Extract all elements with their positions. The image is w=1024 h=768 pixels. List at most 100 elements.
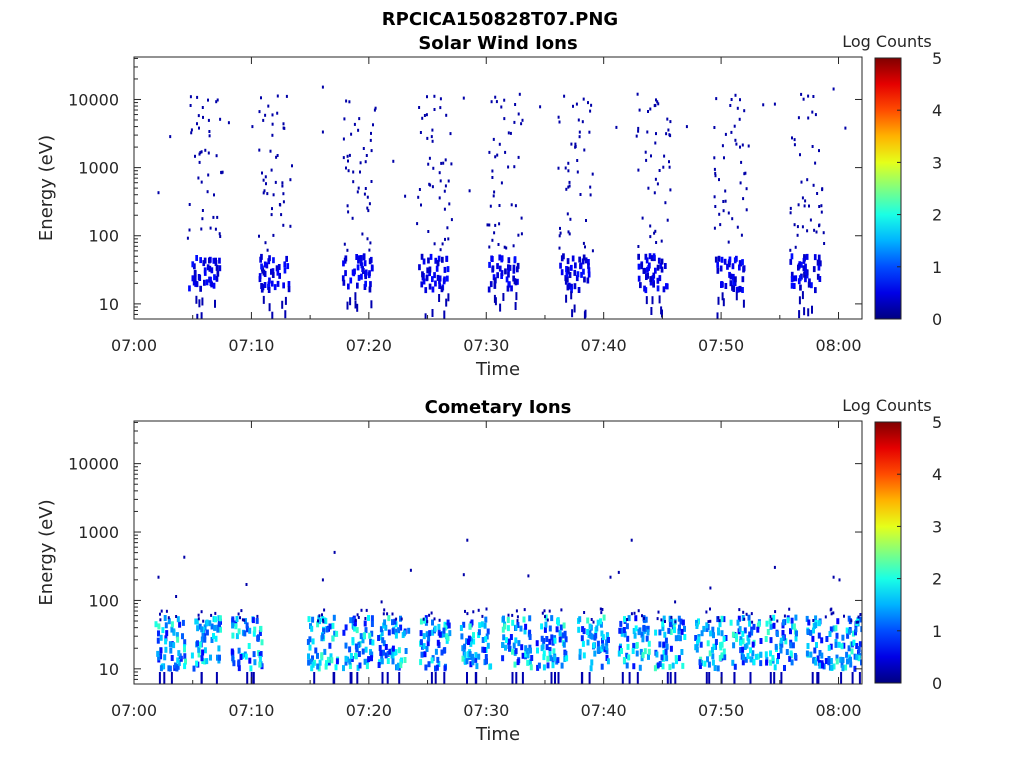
- spectrogram-cell: [357, 641, 361, 648]
- count-dot: [668, 160, 670, 164]
- count-dot: [654, 177, 657, 181]
- spectrogram-cell: [260, 263, 263, 270]
- count-dot: [714, 174, 717, 178]
- spectrogram-cell: [358, 662, 362, 669]
- spectrogram-cell: [218, 265, 222, 272]
- count-dot: [646, 130, 649, 134]
- count-dot: [256, 614, 259, 618]
- count-dot: [799, 153, 801, 157]
- count-dot: [665, 132, 668, 136]
- spectrogram-cell: [349, 277, 353, 284]
- count-dot: [466, 672, 468, 684]
- count-dot: [649, 107, 652, 111]
- count-dot: [568, 180, 571, 184]
- count-dot: [190, 128, 193, 132]
- spectrogram-cell: [178, 653, 182, 660]
- count-dot: [159, 618, 162, 622]
- count-dot: [343, 242, 346, 246]
- spectrogram-cell: [181, 633, 184, 640]
- spectrogram-cell: [276, 269, 280, 276]
- spectrogram-cell: [729, 619, 733, 626]
- spectrogram-cell: [407, 627, 411, 634]
- spectrogram-cell: [734, 276, 737, 283]
- count-dot: [514, 302, 517, 310]
- spectrogram-cell: [383, 619, 387, 626]
- spectrogram-cell: [661, 663, 665, 670]
- spectrogram-cell: [348, 646, 352, 653]
- spectrogram-cell: [521, 652, 525, 659]
- spectrogram-cell: [230, 648, 234, 655]
- spectrogram-cell: [816, 259, 820, 266]
- spectrogram-cell: [422, 278, 426, 285]
- count-dot: [357, 128, 360, 132]
- panel-title: Cometary Ions: [425, 397, 572, 418]
- count-dot: [730, 130, 733, 134]
- spectrogram-cell: [170, 626, 174, 633]
- spectrogram-cell: [718, 621, 722, 628]
- count-dot: [200, 227, 203, 231]
- spectrogram-cell: [620, 648, 623, 654]
- count-dot: [564, 166, 567, 170]
- count-dot: [807, 116, 810, 120]
- count-dot: [591, 249, 594, 253]
- spectrogram-cell: [816, 273, 820, 280]
- count-dot: [662, 165, 665, 169]
- count-dot: [270, 213, 273, 217]
- spectrogram-cell: [822, 663, 826, 670]
- count-dot: [720, 672, 723, 684]
- spectrogram-cell: [231, 616, 235, 623]
- spectrogram-cell: [420, 253, 424, 260]
- spectrogram-cell: [854, 626, 858, 633]
- count-dot: [657, 610, 660, 614]
- spectrogram-cell: [661, 620, 665, 627]
- count-dot: [386, 612, 389, 616]
- spectrogram-cell: [330, 657, 334, 664]
- spectrogram-cell: [827, 656, 831, 662]
- spectrogram-cell: [745, 642, 749, 649]
- spectrogram-cell: [743, 644, 747, 650]
- spectrogram-cell: [282, 282, 285, 289]
- count-dot: [523, 608, 526, 612]
- count-dot: [568, 232, 571, 236]
- count-dot: [363, 192, 366, 196]
- spectrogram-cell: [434, 280, 437, 287]
- count-dot: [801, 225, 804, 229]
- spectrogram-cell: [483, 647, 487, 653]
- spectrogram-cell: [662, 641, 666, 648]
- spectrogram-cell: [526, 652, 530, 659]
- spectrogram-cell: [334, 664, 338, 671]
- count-dot: [444, 237, 446, 241]
- spectrogram-cell: [768, 618, 772, 625]
- spectrogram-cell: [258, 630, 262, 636]
- spectrogram-cell: [728, 256, 732, 263]
- spectrogram-cell: [556, 618, 559, 625]
- spectrogram-cell: [393, 618, 397, 625]
- count-dot: [722, 209, 725, 213]
- spectrogram-cell: [164, 622, 168, 629]
- spectrogram-cell: [649, 276, 652, 283]
- spectrogram-cell: [696, 639, 699, 646]
- count-dot: [507, 131, 510, 135]
- scatter-point: [521, 118, 524, 122]
- spectrogram-cell: [790, 617, 794, 624]
- spectrogram-cell: [860, 659, 862, 666]
- spectrogram-cell: [190, 652, 194, 659]
- count-dot: [428, 156, 431, 160]
- count-dot: [365, 608, 368, 612]
- spectrogram-cell: [766, 629, 770, 635]
- spectrogram-cell: [427, 635, 431, 642]
- spectrogram-cell: [645, 274, 648, 280]
- spectrogram-cell: [741, 259, 744, 266]
- spectrogram-cell: [161, 627, 165, 634]
- scatter-point: [685, 125, 688, 129]
- spectrogram-cell: [516, 278, 519, 285]
- count-dot: [492, 194, 495, 198]
- spectrogram-cell: [662, 286, 666, 293]
- spectrogram-cell: [159, 634, 163, 641]
- spectrogram-cell: [711, 646, 714, 653]
- spectrogram-cell: [566, 258, 570, 265]
- count-dot: [637, 609, 640, 613]
- count-dot: [352, 180, 355, 184]
- spectrogram-cell: [435, 664, 439, 671]
- spectrogram-cell: [231, 632, 235, 639]
